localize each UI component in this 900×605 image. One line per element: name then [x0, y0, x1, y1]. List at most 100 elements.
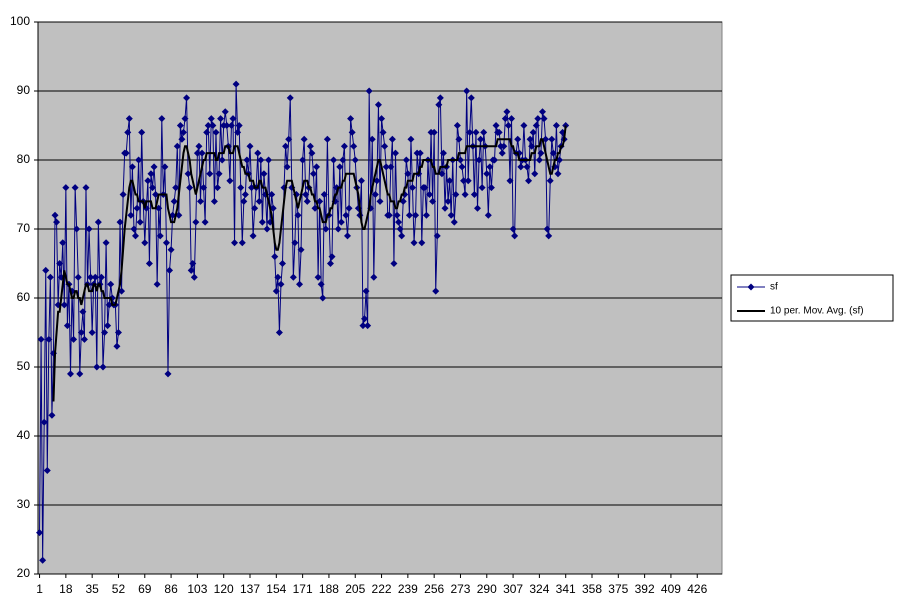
point [387, 163, 395, 171]
point [93, 363, 101, 371]
point [192, 218, 200, 226]
point [258, 218, 266, 226]
point [167, 246, 175, 254]
point [204, 122, 212, 129]
point [393, 211, 401, 219]
point [495, 128, 503, 136]
point [300, 135, 308, 143]
point [189, 260, 197, 267]
point [336, 163, 344, 171]
point [145, 260, 153, 267]
point [116, 218, 124, 226]
point [277, 280, 285, 288]
point [279, 260, 287, 267]
point [532, 122, 540, 129]
x-tick-label: 154 [266, 582, 286, 596]
point [181, 115, 189, 123]
point [361, 315, 369, 323]
point [51, 211, 59, 219]
point [124, 128, 132, 136]
point [546, 177, 554, 185]
point [326, 260, 334, 267]
point [323, 135, 331, 143]
point [59, 239, 67, 247]
point [486, 163, 494, 171]
point [365, 87, 373, 95]
point [381, 142, 389, 150]
point [39, 556, 47, 564]
point [141, 239, 149, 247]
x-tick-label: 273 [450, 582, 470, 596]
point [410, 239, 418, 247]
point [477, 135, 485, 143]
point [99, 363, 107, 371]
point [491, 156, 499, 164]
point [237, 184, 245, 192]
point [313, 163, 321, 171]
point [207, 115, 215, 123]
point [263, 225, 271, 233]
point [153, 280, 161, 288]
point [402, 156, 410, 164]
point [170, 197, 178, 205]
point [63, 322, 71, 330]
point [172, 184, 180, 192]
point [249, 232, 257, 240]
point [554, 170, 562, 178]
point [464, 177, 472, 185]
point [201, 218, 209, 226]
point [433, 232, 441, 240]
point [282, 142, 290, 150]
point [503, 108, 511, 116]
point [484, 211, 492, 219]
point [492, 122, 500, 129]
point [178, 135, 186, 143]
x-tick-label: 35 [85, 582, 99, 596]
point [501, 115, 509, 123]
point [302, 191, 310, 198]
point [107, 280, 115, 288]
x-tick-label: 137 [240, 582, 260, 596]
point [531, 170, 539, 178]
point [243, 156, 251, 164]
point [439, 149, 447, 157]
point [545, 232, 553, 240]
point [77, 329, 85, 336]
point [221, 108, 229, 116]
point [398, 232, 406, 240]
point [340, 142, 348, 150]
point [122, 149, 130, 157]
point [255, 197, 263, 205]
x-tick-label: 120 [214, 582, 234, 596]
point [173, 142, 181, 150]
point [357, 177, 365, 185]
x-tick-label: 307 [503, 582, 523, 596]
point [337, 218, 345, 226]
point [543, 225, 551, 233]
point [500, 142, 508, 150]
point [549, 149, 557, 157]
y-tick-label: 60 [17, 290, 31, 304]
point [460, 177, 468, 185]
point [251, 204, 259, 212]
point [161, 163, 169, 171]
point [76, 370, 84, 378]
point [234, 128, 242, 136]
point [529, 128, 537, 136]
point [322, 225, 330, 233]
point [210, 197, 218, 205]
point [82, 184, 90, 192]
point [472, 128, 480, 136]
point [552, 122, 560, 129]
point [198, 149, 206, 157]
point [229, 115, 237, 123]
point [158, 115, 166, 123]
x-tick-label: 171 [293, 582, 313, 596]
point [127, 211, 135, 219]
point [70, 335, 78, 343]
point [195, 142, 203, 150]
y-tick-label: 100 [10, 14, 30, 28]
point [203, 128, 211, 136]
point [330, 156, 338, 164]
point [376, 197, 384, 205]
